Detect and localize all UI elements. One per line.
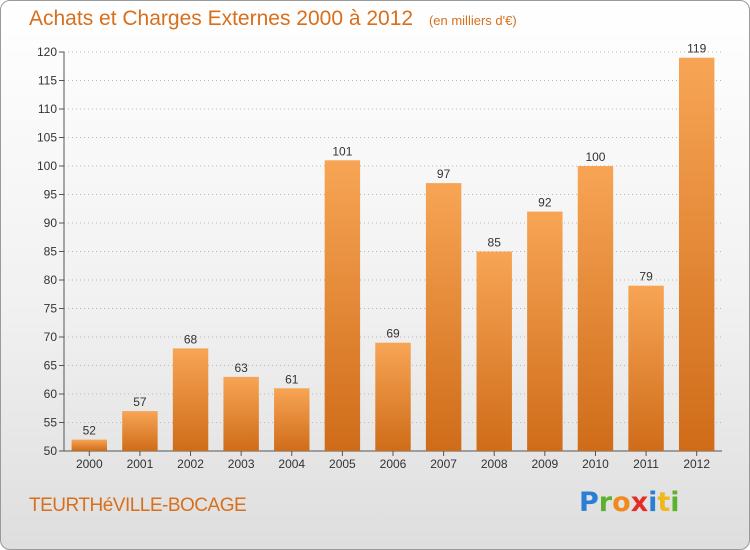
bar — [628, 285, 664, 451]
x-tick-label: 2012 — [683, 457, 710, 471]
y-tick-label: 60 — [44, 387, 58, 401]
x-tick-label: 2004 — [278, 457, 305, 471]
data-label: 92 — [538, 196, 552, 210]
data-label: 79 — [639, 270, 653, 284]
y-tick-label: 120 — [37, 45, 57, 59]
x-tick-label: 2009 — [531, 457, 558, 471]
y-tick-label: 90 — [44, 216, 58, 230]
x-tick-label: 2008 — [481, 457, 508, 471]
chart-title: Achats et Charges Externes 2000 à 2012 (… — [29, 7, 517, 31]
x-tick-label: 2010 — [582, 457, 609, 471]
logo-letter: P — [579, 487, 599, 518]
y-tick-label: 55 — [44, 416, 58, 430]
x-tick-label: 2002 — [177, 457, 204, 471]
x-tick-label: 2005 — [329, 457, 356, 471]
x-tick-label: 2011 — [633, 457, 659, 471]
bar — [577, 166, 614, 451]
bars — [71, 57, 715, 452]
x-tick-label: 2003 — [228, 457, 255, 471]
x-tick-label: 2000 — [76, 457, 103, 471]
bar — [476, 251, 512, 451]
y-tick-label: 100 — [37, 159, 57, 173]
logo-letter: i — [670, 487, 680, 518]
data-label: 63 — [234, 361, 248, 375]
bar — [274, 388, 310, 451]
logo-letter: r — [598, 487, 613, 518]
logo-letter: o — [612, 487, 631, 518]
data-label: 68 — [184, 332, 198, 346]
y-tick-label: 50 — [44, 444, 58, 458]
bar — [223, 376, 259, 451]
data-label: 57 — [133, 395, 147, 409]
y-tick-label: 95 — [44, 188, 58, 202]
y-tick-label: 70 — [44, 330, 58, 344]
bar — [425, 183, 462, 451]
y-tick-label: 80 — [44, 273, 58, 287]
chart-subtitle: (en milliers d'€) — [428, 13, 517, 28]
logo-letter: t — [657, 487, 671, 518]
logo-letter: i — [648, 487, 658, 518]
y-tick-label: 105 — [37, 131, 57, 145]
bar — [678, 57, 715, 451]
axes: 50 55 60 65 70 75 80 85 90 95 100 105 110 115 120 — [37, 45, 722, 458]
y-tick-label: 115 — [38, 74, 57, 88]
bar — [122, 411, 158, 451]
chart-title-text: Achats et Charges Externes 2000 à 2012 — [29, 7, 414, 30]
data-label: 101 — [332, 144, 352, 158]
data-label: 100 — [585, 150, 605, 164]
bar — [324, 160, 361, 452]
bar — [172, 348, 209, 451]
labels: 52 2000 57 2001 68 2002 63 2003 61 2004 101 2005 69 2… — [76, 42, 710, 471]
bar — [527, 211, 563, 451]
data-label: 97 — [437, 167, 451, 181]
y-tick-label: 85 — [44, 245, 58, 259]
y-tick-label: 65 — [44, 359, 58, 373]
bar — [71, 439, 108, 451]
data-label: 119 — [687, 42, 706, 56]
x-tick-label: 2007 — [430, 457, 457, 471]
y-tick-label: 110 — [38, 102, 57, 116]
proxiti-logo: Proxiti — [579, 487, 680, 518]
bar — [375, 342, 411, 451]
data-label: 69 — [386, 327, 400, 341]
data-label: 61 — [285, 372, 299, 386]
data-label: 52 — [83, 424, 97, 438]
x-tick-label: 2006 — [380, 457, 407, 471]
location-label: TEURTHéVILLE-BOCAGE — [29, 495, 247, 516]
logo-letter: x — [630, 487, 649, 518]
data-label: 85 — [488, 236, 502, 250]
y-tick-label: 75 — [44, 302, 58, 316]
x-tick-label: 2001 — [127, 457, 154, 471]
